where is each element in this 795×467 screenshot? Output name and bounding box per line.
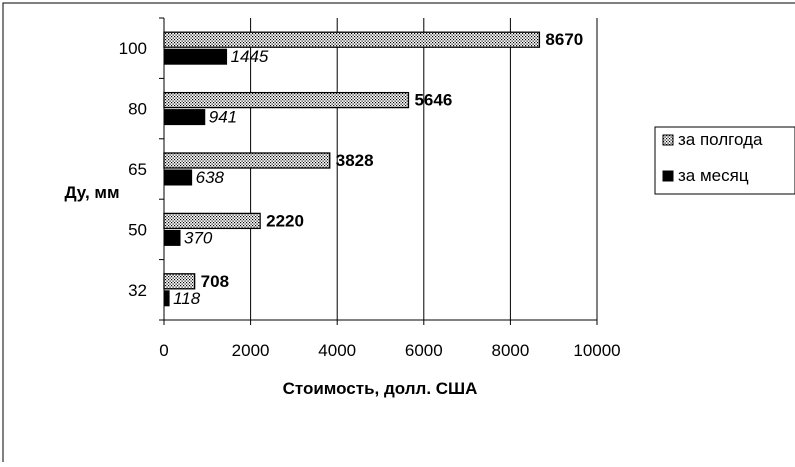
data-label-half-year: 2220 xyxy=(266,211,304,230)
data-label-half-year: 8670 xyxy=(545,30,583,49)
bar-half-year xyxy=(163,152,331,169)
data-label-month: 370 xyxy=(184,228,213,247)
legend-swatch-month xyxy=(662,170,674,182)
legend-swatch-half-year xyxy=(662,134,674,146)
legend-label-month: за месяц xyxy=(678,166,749,185)
data-label-half-year: 708 xyxy=(201,272,229,291)
bar-half-year xyxy=(163,212,261,230)
x-tick-label: 8000 xyxy=(491,341,529,360)
y-tick-label: 32 xyxy=(128,281,147,300)
legend-label-half-year: за полгода xyxy=(678,130,763,149)
x-tick-label: 10000 xyxy=(573,341,620,360)
bar-month xyxy=(163,229,181,246)
y-tick-label: 65 xyxy=(128,160,147,179)
x-axis-title: Стоимость, долл. США xyxy=(283,379,478,398)
data-label-month: 118 xyxy=(173,289,201,308)
y-tick-label: 100 xyxy=(119,39,147,58)
data-label-month: 1445 xyxy=(231,47,269,66)
y-tick-label: 50 xyxy=(128,220,147,239)
x-tick-label: 4000 xyxy=(318,341,356,360)
data-label-month: 638 xyxy=(196,168,225,187)
bar-month xyxy=(163,290,170,307)
bar-half-year xyxy=(163,31,541,48)
bar-half-year xyxy=(163,273,196,290)
bar-month xyxy=(163,169,193,186)
data-label-month: 941 xyxy=(209,108,237,127)
y-axis-title: Ду, мм xyxy=(64,183,119,202)
legend: за полгода за месяц xyxy=(654,126,795,195)
bars xyxy=(163,31,541,307)
gridlines xyxy=(250,18,598,320)
data-label-half-year: 5646 xyxy=(414,91,452,110)
data-label-half-year: 3828 xyxy=(336,151,374,170)
bar-half-year xyxy=(163,91,410,109)
bar-month xyxy=(163,48,228,65)
bar-month xyxy=(163,109,206,126)
axes xyxy=(159,17,598,325)
x-tick-label: 0 xyxy=(159,341,168,360)
x-tick-label: 6000 xyxy=(405,341,443,360)
legend-box xyxy=(654,126,795,195)
x-tick-label: 2000 xyxy=(232,341,270,360)
y-tick-label: 80 xyxy=(128,100,147,119)
